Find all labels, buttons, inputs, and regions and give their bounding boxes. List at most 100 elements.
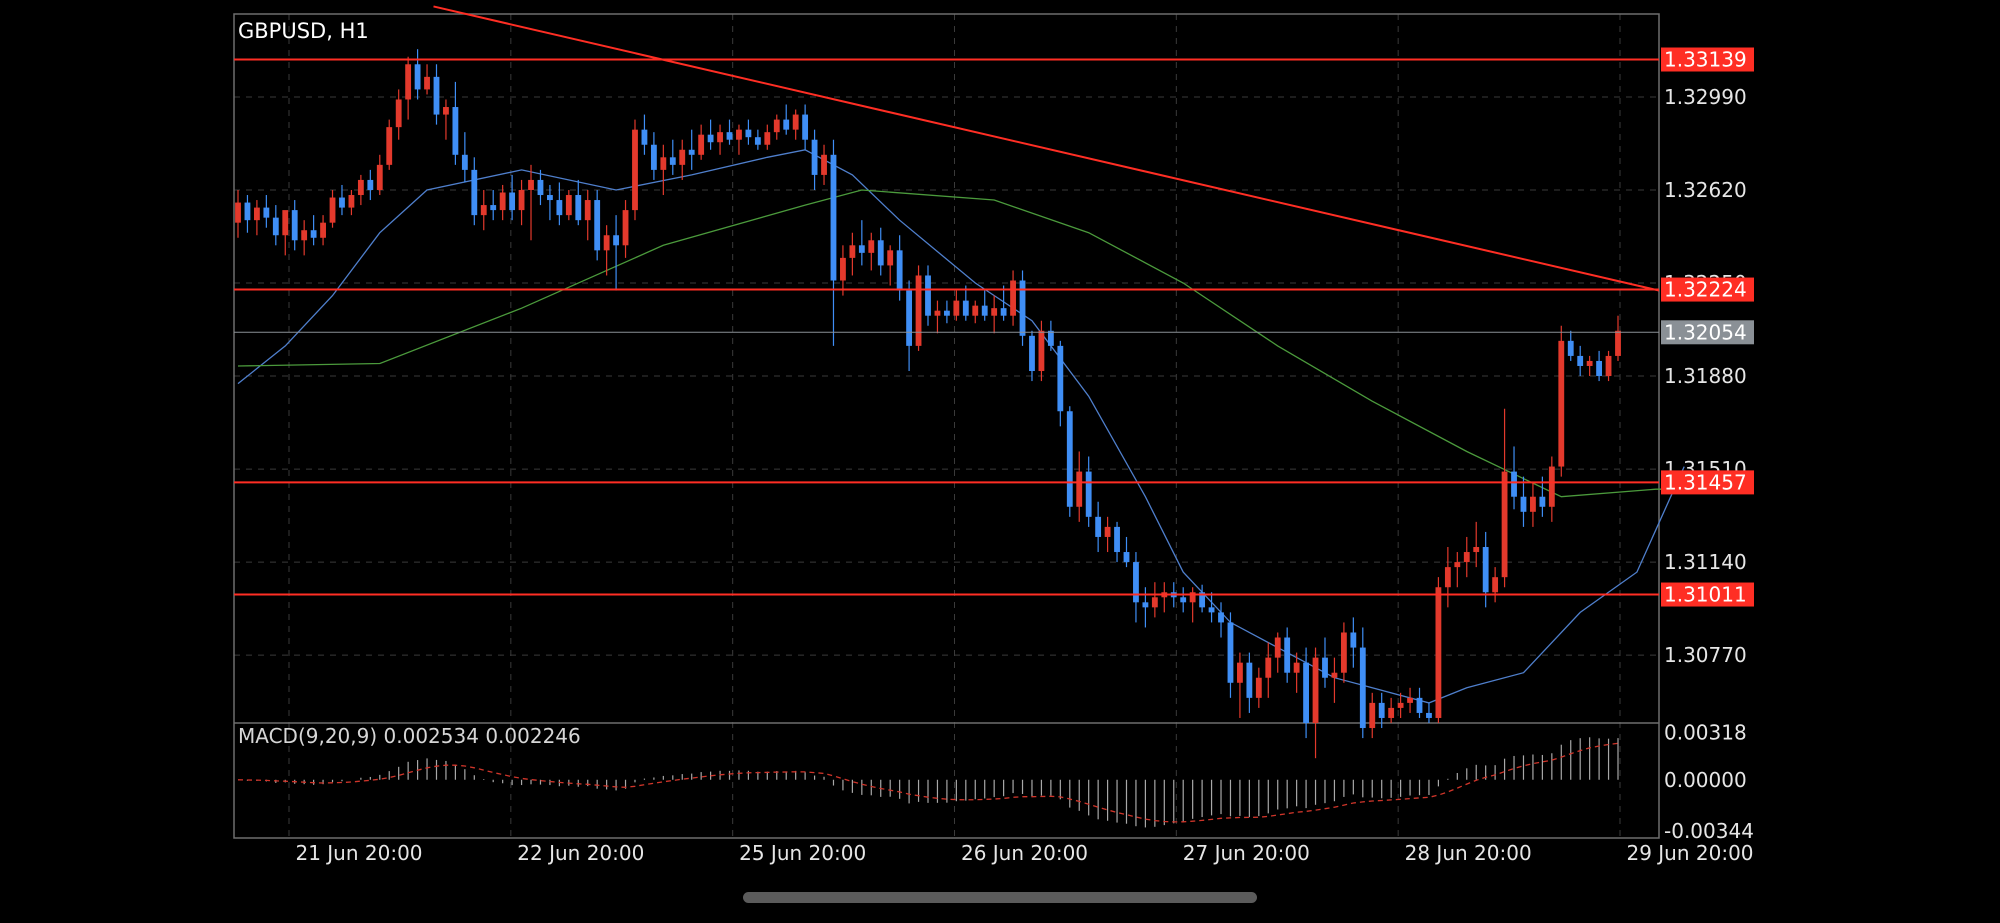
candle-body [1029, 335, 1035, 372]
candle-body [1369, 702, 1376, 729]
candle-body [1463, 552, 1470, 563]
macd-tick-label: 0.00318 [1664, 720, 1747, 744]
candle-body [811, 139, 818, 175]
candle-body [291, 210, 298, 241]
candle-body [263, 207, 270, 218]
time-tick-label: 21 Jun 20:00 [295, 841, 422, 865]
price-level-tag-label: 1.33139 [1664, 48, 1747, 72]
candle-body [698, 134, 705, 155]
candle-body [575, 195, 582, 221]
candle-body [1322, 657, 1328, 678]
time-tick-label: 25 Jun 20:00 [739, 841, 866, 865]
candle-body [414, 64, 421, 90]
candle-body [310, 230, 317, 238]
time-tick-label: 26 Jun 20:00 [961, 841, 1088, 865]
candle-body [1501, 471, 1508, 578]
time-tick-label: 27 Jun 20:00 [1183, 841, 1310, 865]
candle-body [1558, 340, 1565, 467]
candle-body [480, 205, 487, 216]
candle-body [934, 310, 941, 316]
candle-body [405, 64, 412, 100]
candle-body [1293, 662, 1300, 673]
price-level-tag-label: 1.32054 [1664, 320, 1747, 344]
moving-average-1 [237, 149, 1685, 704]
candle-body [679, 149, 686, 165]
candle-body [745, 129, 752, 138]
candle-body [650, 144, 657, 170]
candle-body [1586, 360, 1593, 366]
candle-body [603, 235, 610, 251]
home-indicator[interactable] [743, 892, 1257, 903]
candle-body [348, 195, 355, 208]
candle-body [1246, 662, 1253, 698]
candle-body [1388, 707, 1395, 718]
candle-body [518, 189, 525, 211]
candle-body [1237, 662, 1243, 683]
candle-body [1407, 697, 1413, 703]
candle-body [688, 149, 695, 155]
candle-body [1539, 496, 1546, 507]
candle-body [981, 305, 988, 316]
candle-body [1511, 471, 1517, 497]
candle-body [613, 235, 619, 246]
candle-body [1397, 702, 1404, 708]
candle-body [357, 179, 364, 196]
price-tick-label: 1.31140 [1664, 550, 1747, 574]
price-level-tag-label: 1.32224 [1664, 278, 1747, 302]
candle-body [594, 200, 601, 251]
moving-average-2 [237, 189, 1675, 498]
candle-body [556, 200, 563, 216]
candle-body [1454, 562, 1461, 568]
candle-body [858, 245, 865, 253]
candle-body [896, 250, 903, 291]
candle-body [1180, 597, 1187, 603]
candle-body [925, 275, 931, 316]
moving-averages [237, 149, 1685, 704]
candle-body [1340, 632, 1347, 673]
trendline [433, 5, 1660, 292]
price-level-tag [1661, 470, 1754, 495]
candle-body [764, 132, 771, 145]
price-level-tag [1661, 277, 1754, 302]
grid [234, 14, 1659, 838]
candle-body [528, 179, 534, 190]
macd-axis: 0.00318 0.00000 -0.00344 [1664, 720, 1754, 843]
price-tick-label: 1.32620 [1664, 178, 1747, 202]
candle-body [943, 310, 950, 316]
candle-body [1416, 697, 1423, 713]
candle-body [301, 230, 308, 241]
candle-body [868, 240, 875, 253]
candle-body [840, 257, 846, 281]
time-axis: 21 Jun 20:00 22 Jun 20:00 25 Jun 20:00 26 J… [295, 841, 1753, 865]
candle-body [1615, 330, 1621, 356]
candle-body [433, 76, 440, 115]
candle-body [1378, 702, 1385, 718]
candle-body [1142, 602, 1149, 608]
candle-body [1133, 562, 1139, 603]
candle-body [395, 99, 402, 128]
candle-body [1312, 657, 1319, 723]
candle-body [282, 210, 289, 236]
macd-tick-label: -0.00344 [1664, 819, 1754, 843]
candle-body [367, 179, 374, 190]
candle-body [754, 137, 761, 145]
candle-body [821, 154, 827, 175]
macd-histogram [237, 737, 1619, 828]
candle-body [632, 129, 638, 211]
candle-body [717, 132, 723, 143]
chart-frame [233, 13, 1660, 839]
candle-body [962, 300, 969, 316]
candle-body [1605, 355, 1612, 377]
price-level-tags: 1.33139 1.32224 1.32054 1.31457 1.31011 [1661, 47, 1754, 607]
candle-body [1218, 612, 1224, 623]
candle-body [1444, 567, 1451, 588]
candle-body [783, 119, 790, 130]
candle-body [1435, 587, 1442, 718]
candle-body [726, 132, 733, 140]
candle-body [499, 192, 506, 211]
candle-body [830, 154, 837, 281]
candle-body [565, 195, 572, 216]
price-tick-label: 1.32990 [1664, 85, 1747, 109]
candle-body [792, 114, 799, 130]
candle-body [272, 217, 279, 236]
